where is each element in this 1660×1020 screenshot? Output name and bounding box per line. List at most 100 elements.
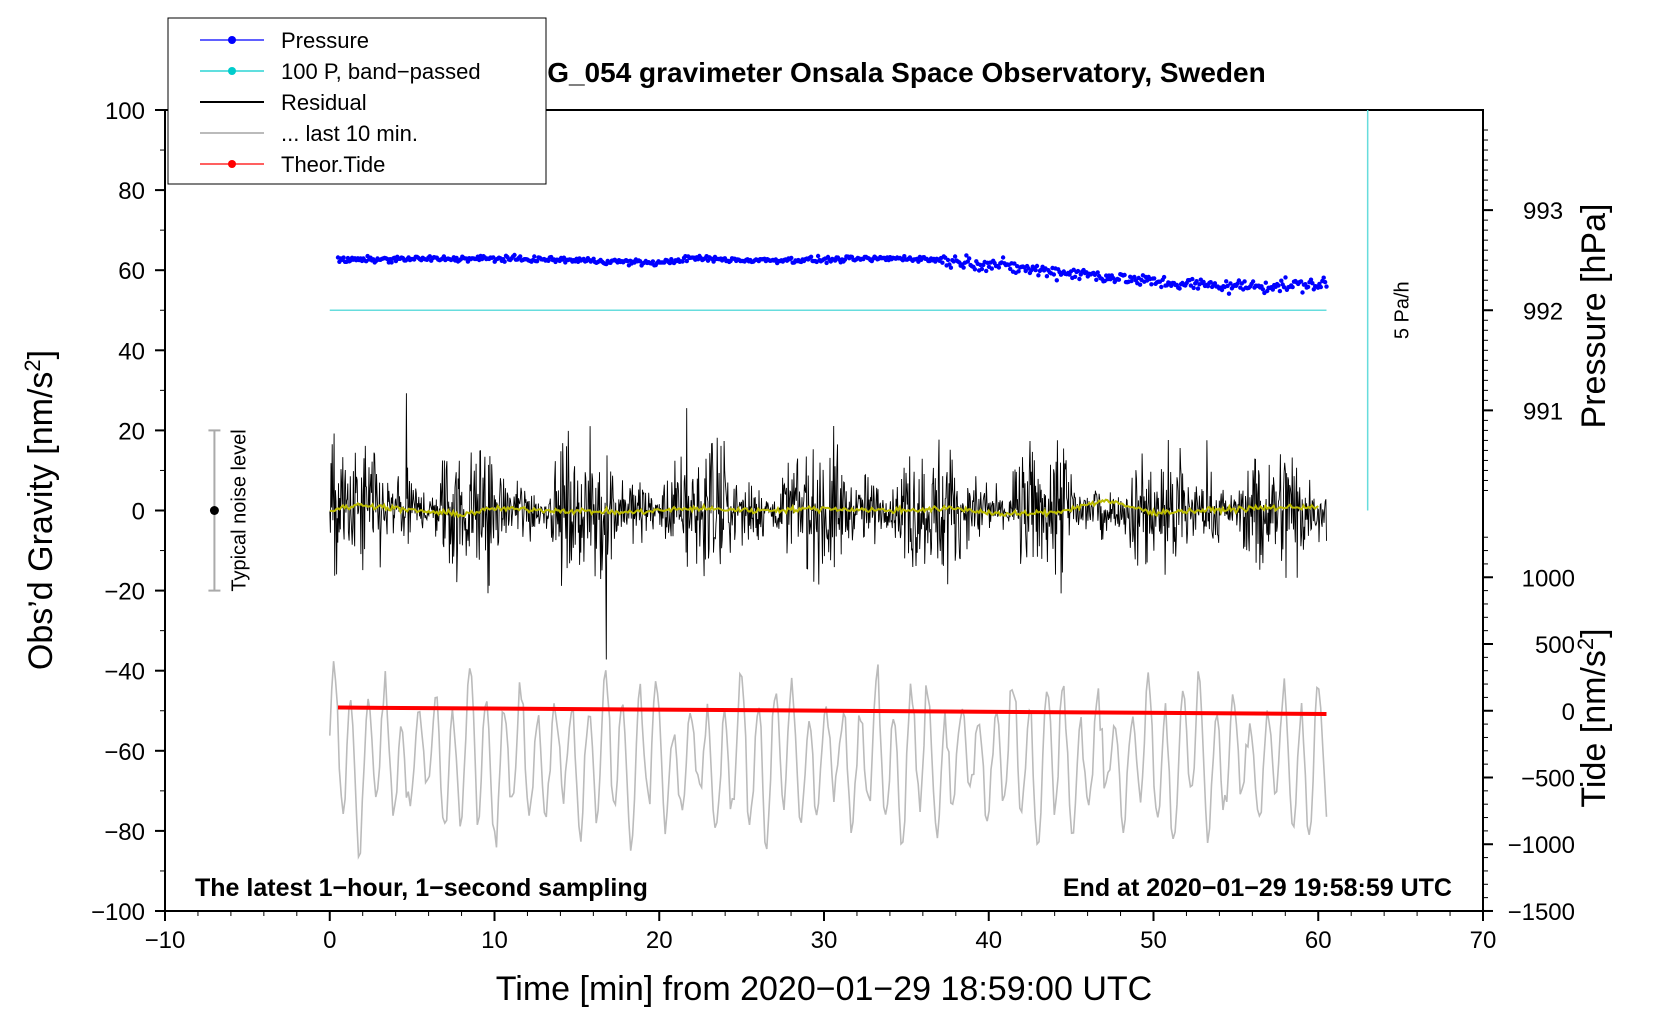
pressure-rate-marker: 5 Pa/h [1366,110,1414,511]
tick-labels: −10 0 10 20 30 40 50 60 70−100−80−60−40−20020406… [91,98,1575,954]
pressure-point [1305,284,1311,290]
pressure-point [1008,266,1013,272]
pressure-point [1260,287,1266,292]
pressure-point [1290,284,1295,290]
pressure-point [945,257,951,263]
pressure-point [1075,268,1081,274]
pressure-point [341,255,346,260]
pressure-point [711,259,716,264]
pressure-point [1226,291,1232,296]
pressure-point [1152,276,1157,281]
pressure-point [684,258,689,264]
pressure-point [1016,269,1021,274]
pressure-point [972,267,978,272]
pressure-point [789,255,794,261]
pressure-point [546,258,551,263]
y-tick-label: 60 [118,258,145,285]
pressure-rate-label: 5 Pa/h [1392,281,1414,339]
pressure-point [815,253,821,259]
pressure-point [979,266,985,272]
legend-marker [228,160,236,168]
pressure-point [1000,255,1006,260]
x-tick-label: 20 [646,927,673,954]
series-pressure [335,252,1329,296]
pressure-point [1276,283,1281,288]
x-tick-label: 0 [323,927,336,954]
pressure-point [1077,276,1082,282]
pressure-point [1283,275,1288,280]
pressure-point [1132,274,1137,280]
tide-tick-label: 0 [1562,699,1575,726]
pressure-point [532,254,537,259]
pressure-point [1054,278,1060,283]
tide-tick-label: −500 [1521,765,1575,792]
pressure-point [1263,280,1269,285]
legend: Pressure 100 P, band−passed Residual ... la… [167,17,547,185]
noise-center-dot [209,506,219,515]
pressure-point [996,265,1002,270]
y-axis-left-title: Obs’d Gravity [nm/s2] [20,350,60,670]
pressure-tick-label: 991 [1523,398,1563,425]
x-tick-label: 10 [481,927,508,954]
y-left-label-main: Obs’d Gravity [nm/s [22,372,60,671]
series-theoretical-tide [337,705,1327,716]
pressure-point [1303,282,1308,287]
pressure-point [952,254,958,259]
tide-tick-label: −1000 [1508,832,1575,859]
pressure-point [1321,275,1326,280]
pressure-point [1094,277,1099,282]
pressure-point [1225,283,1230,289]
y-tick-label: −100 [91,899,145,926]
legend-label: Residual [281,90,367,115]
y-tick-label: 40 [118,338,145,365]
y-tick-label: 20 [118,418,145,445]
pressure-point [1033,267,1038,273]
pressure-point [518,254,523,259]
pressure-point [1051,272,1057,277]
chart-title: SCG_054 gravimeter Onsala Space Observat… [508,57,1265,88]
pressure-point [808,254,814,259]
pressure-point [1190,276,1195,282]
pressure-point [1208,280,1213,285]
annotation-sampling: The latest 1−hour, 1−second sampling [195,874,648,902]
pressure-point [1095,270,1100,275]
pressure-point [1228,281,1233,286]
pressure-point [1159,284,1164,290]
pressure-point [1116,277,1122,282]
y-tick-label: −60 [104,739,145,766]
pressure-point [1310,281,1315,286]
tide-label-main: Tide [nm/s [1575,650,1613,807]
tide-tick-label: −1500 [1508,899,1575,926]
tide-label-end: ] [1575,628,1613,637]
annotation-end-time: End at 2020−01−29 19:58:59 UTC [1063,874,1452,902]
y-left-label-sup: 2 [20,359,45,371]
pressure-point [961,265,966,270]
y-tick-label: 100 [105,98,145,125]
legend-marker [228,67,236,75]
pressure-point [1023,268,1028,274]
series-last-10-min [329,661,1328,860]
legend-label: Pressure [281,28,369,53]
pressure-point [1308,277,1314,282]
legend-label: ... last 10 min. [281,121,418,146]
series-residual [329,393,1327,660]
pressure-point [534,259,540,264]
pressure-point [1277,288,1283,294]
y-axis-tide-title: Tide [nm/s2] [1573,628,1613,807]
pressure-point [842,257,848,262]
pressure-point [1318,284,1324,290]
x-axis-title: Time [min] from 2020−01−29 18:59:00 UTC [496,970,1152,1008]
x-tick-label: 50 [1140,927,1167,954]
pressure-point [1250,279,1256,284]
pressure-point [948,265,954,270]
pressure-point [1298,279,1304,284]
pressure-point [650,259,656,264]
y-axis-pressure-title: Pressure [hPa] [1575,204,1613,429]
x-tick-label: 60 [1305,927,1332,954]
series-residual-smoothed [329,498,1319,519]
legend-label: 100 P, band−passed [281,59,481,84]
pressure-point [1161,274,1167,280]
legend-marker [228,36,236,44]
y-tick-label: 0 [132,499,145,526]
